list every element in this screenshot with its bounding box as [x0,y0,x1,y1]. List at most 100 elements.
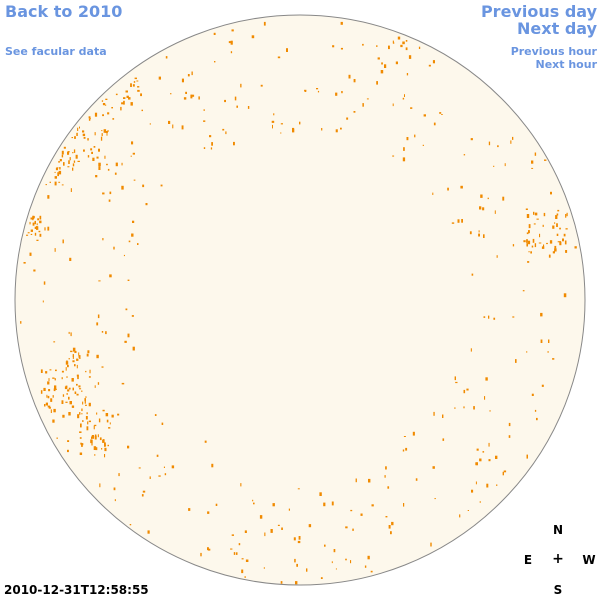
feature-speck [385,516,388,518]
feature-speck [142,490,146,493]
feature-speck [61,154,64,158]
feature-speck [565,214,567,218]
feature-speck [512,244,515,247]
feature-speck [147,530,150,534]
feature-speck [251,35,255,39]
feature-speck [181,125,184,130]
feature-speck [73,160,76,163]
feature-speck [526,232,529,235]
feature-speck [335,568,337,570]
feature-speck [371,504,374,507]
feature-speck [233,141,235,146]
feature-speck [98,166,101,170]
feature-speck [140,93,142,97]
feature-speck [74,391,77,394]
feature-speck [63,162,65,166]
feature-speck [183,97,187,100]
feature-speck [105,331,107,335]
feature-speck [30,217,33,220]
feature-speck [76,383,78,386]
feature-speck [128,240,131,243]
feature-speck [82,130,85,133]
feature-speck [79,355,81,359]
feature-speck [54,378,56,381]
previous-day-link[interactable]: Previous day [480,2,597,21]
feature-speck [93,446,97,450]
feature-speck [479,501,481,503]
feature-speck [277,524,280,526]
feature-speck [58,181,61,183]
feature-speck [45,371,48,374]
feature-speck [32,215,34,219]
feature-speck [137,89,140,92]
feature-speck [470,138,473,141]
feature-speck [455,381,458,384]
next-day-link[interactable]: Next day [517,19,597,38]
feature-speck [272,124,273,129]
feature-speck [79,431,82,433]
feature-speck [350,560,352,564]
feature-speck [528,251,530,253]
see-facular-data-link[interactable]: See facular data [5,45,107,58]
feature-speck [98,148,100,152]
feature-speck [234,96,237,101]
feature-speck [340,21,343,25]
feature-speck [65,367,67,371]
feature-speck [72,152,74,154]
feature-speck [108,199,111,202]
feature-speck [96,322,99,326]
feature-speck [90,148,93,151]
feature-speck [527,240,531,245]
feature-speck [48,389,51,392]
feature-speck [319,492,322,496]
feature-speck [531,393,534,396]
feature-speck [323,502,326,507]
feature-speck [61,370,64,373]
feature-speck [376,81,378,85]
feature-speck [115,93,118,96]
feature-speck [345,526,348,529]
feature-speck [185,91,187,94]
compass-west-label: W [582,553,596,567]
feature-speck [50,398,53,402]
feature-speck [392,155,395,157]
feature-speck [94,424,97,427]
feature-speck [247,106,250,109]
feature-speck [67,449,69,453]
feature-speck [68,412,70,415]
feature-speck [69,257,72,261]
feature-speck [459,514,461,518]
feature-speck [98,418,101,423]
feature-speck [503,470,507,473]
feature-speck [508,435,511,438]
feature-speck [142,184,145,188]
feature-speck [79,437,82,439]
feature-speck [263,567,265,569]
feature-speck [271,120,275,123]
feature-speck [296,563,298,567]
feature-speck [504,163,506,167]
next-hour-link[interactable]: Next hour [535,58,598,71]
feature-speck [562,238,564,242]
feature-speck [538,242,542,244]
feature-speck [62,394,65,397]
feature-speck [476,448,479,451]
previous-hour-link[interactable]: Previous hour [510,45,597,58]
feature-speck [487,197,489,200]
feature-speck [552,358,555,360]
feature-speck [526,454,528,459]
feature-speck [441,114,443,115]
feature-speck [402,449,405,452]
feature-speck [526,351,528,353]
feature-speck [381,62,383,65]
feature-speck [137,243,139,245]
feature-speck [98,280,101,282]
feature-speck [70,332,72,337]
feature-speck [99,437,102,441]
back-to-year-link[interactable]: Back to 2010 [5,2,123,21]
feature-speck [85,416,88,420]
feature-speck [91,151,93,154]
feature-speck [402,41,405,45]
feature-speck [58,161,60,163]
